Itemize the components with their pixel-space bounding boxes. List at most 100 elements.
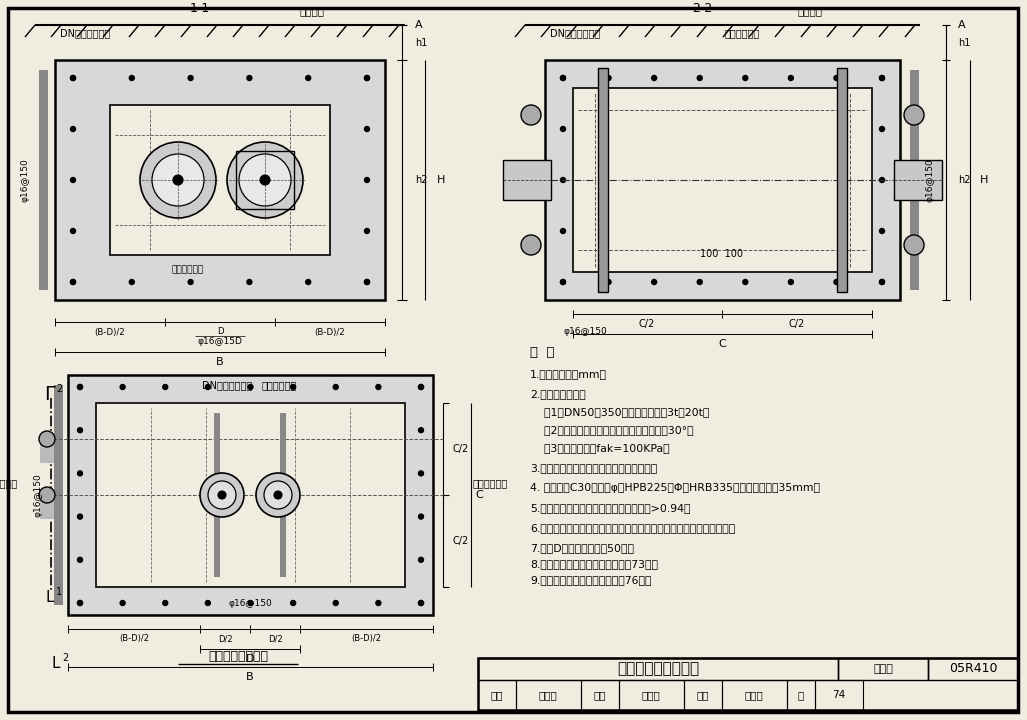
- Circle shape: [77, 514, 82, 519]
- Bar: [39, 70, 48, 290]
- Text: D: D: [245, 654, 255, 664]
- Circle shape: [205, 600, 211, 606]
- Text: 1-1: 1-1: [190, 2, 211, 16]
- Text: 6.混凝土强度必须达到设计强度，且按要求回填后，方可打压、运行。: 6.混凝土强度必须达到设计强度，且按要求回填后，方可打压、运行。: [530, 523, 735, 533]
- Text: C: C: [718, 339, 726, 349]
- Circle shape: [365, 279, 370, 284]
- Bar: [68, 375, 433, 615]
- Circle shape: [365, 76, 370, 81]
- Bar: [236, 151, 294, 209]
- Text: 图集号: 图集号: [873, 664, 892, 674]
- Circle shape: [879, 76, 884, 81]
- Circle shape: [652, 76, 656, 81]
- Circle shape: [879, 127, 884, 132]
- Circle shape: [418, 600, 423, 606]
- Text: 设计: 设计: [696, 690, 710, 700]
- Text: B: B: [217, 357, 224, 367]
- Text: Γ: Γ: [44, 385, 55, 405]
- Text: 固定墩结构图（一）: 固定墩结构图（一）: [617, 662, 699, 677]
- Bar: [214, 413, 220, 577]
- Circle shape: [246, 279, 252, 284]
- Circle shape: [306, 279, 311, 284]
- Bar: [722, 680, 787, 710]
- Circle shape: [418, 471, 423, 476]
- Circle shape: [256, 473, 300, 517]
- Circle shape: [834, 76, 839, 81]
- Circle shape: [239, 154, 291, 206]
- Text: 固定支架卡板: 固定支架卡板: [262, 380, 297, 390]
- Text: φ16@150: φ16@150: [34, 473, 42, 517]
- Circle shape: [77, 384, 82, 390]
- Circle shape: [879, 279, 884, 284]
- Bar: [787, 680, 815, 710]
- Text: 固定支架卡板: 固定支架卡板: [725, 28, 760, 38]
- Circle shape: [71, 279, 76, 284]
- Circle shape: [521, 105, 541, 125]
- Bar: [619, 680, 684, 710]
- Circle shape: [376, 600, 381, 606]
- Text: φ16@150: φ16@150: [563, 328, 607, 336]
- Text: (B-D)/2: (B-D)/2: [94, 328, 125, 336]
- Circle shape: [606, 279, 611, 284]
- Bar: [581, 680, 619, 710]
- Text: (B-D)/2: (B-D)/2: [351, 634, 381, 644]
- Circle shape: [140, 142, 216, 218]
- Circle shape: [39, 431, 55, 447]
- Text: φ16@150: φ16@150: [925, 158, 935, 202]
- Text: (B-D)/2: (B-D)/2: [314, 328, 345, 336]
- Text: L: L: [46, 590, 54, 605]
- Text: C/2: C/2: [453, 536, 469, 546]
- Circle shape: [200, 473, 244, 517]
- Circle shape: [162, 600, 167, 606]
- Circle shape: [291, 384, 296, 390]
- Circle shape: [561, 76, 566, 81]
- Bar: [684, 680, 722, 710]
- Circle shape: [365, 228, 370, 233]
- Circle shape: [789, 76, 793, 81]
- Circle shape: [248, 600, 253, 606]
- Text: H: H: [438, 175, 446, 185]
- Bar: [545, 60, 900, 300]
- Text: D/2: D/2: [268, 634, 282, 644]
- Circle shape: [77, 557, 82, 562]
- Circle shape: [188, 76, 193, 81]
- Circle shape: [205, 384, 211, 390]
- Bar: [40, 439, 54, 463]
- Text: D: D: [217, 328, 223, 336]
- Circle shape: [291, 600, 296, 606]
- Circle shape: [71, 76, 76, 81]
- Text: 地面标高: 地面标高: [797, 6, 822, 16]
- Text: 董乐义: 董乐义: [538, 690, 558, 700]
- Circle shape: [246, 76, 252, 81]
- Circle shape: [248, 384, 253, 390]
- Text: 7.图中D值参见本图集第50页。: 7.图中D值参见本图集第50页。: [530, 543, 634, 553]
- Bar: [503, 160, 551, 200]
- Bar: [838, 658, 928, 680]
- Text: 100  100: 100 100: [700, 249, 744, 259]
- Circle shape: [77, 428, 82, 433]
- Bar: [815, 680, 863, 710]
- Text: C: C: [476, 490, 483, 500]
- Bar: [110, 105, 330, 255]
- Text: 说  明: 说 明: [530, 346, 555, 359]
- Circle shape: [274, 491, 282, 499]
- Text: 4. 材料：砼C30。钢筋φ为HPB225，Φ为HRB335。钢筋保护层为35mm。: 4. 材料：砼C30。钢筋φ为HPB225，Φ为HRB335。钢筋保护层为35m…: [530, 483, 820, 493]
- Text: DN（直埋管道）: DN（直埋管道）: [60, 28, 110, 38]
- Circle shape: [879, 178, 884, 182]
- Bar: [96, 403, 405, 587]
- Circle shape: [652, 279, 656, 284]
- Circle shape: [418, 384, 423, 390]
- Circle shape: [561, 228, 566, 233]
- Text: H: H: [980, 175, 988, 185]
- Text: 8.固定支架卡板尺寸参见本图集第73页。: 8.固定支架卡板尺寸参见本图集第73页。: [530, 559, 658, 569]
- Bar: [478, 680, 516, 710]
- Bar: [280, 413, 286, 577]
- Text: 05R410: 05R410: [949, 662, 997, 675]
- Circle shape: [904, 105, 924, 125]
- Text: 固定支架卡板: 固定支架卡板: [473, 478, 508, 488]
- Text: 2: 2: [56, 384, 63, 394]
- Circle shape: [120, 600, 125, 606]
- Circle shape: [834, 279, 839, 284]
- Text: 页: 页: [798, 690, 804, 700]
- Text: h2: h2: [958, 175, 971, 185]
